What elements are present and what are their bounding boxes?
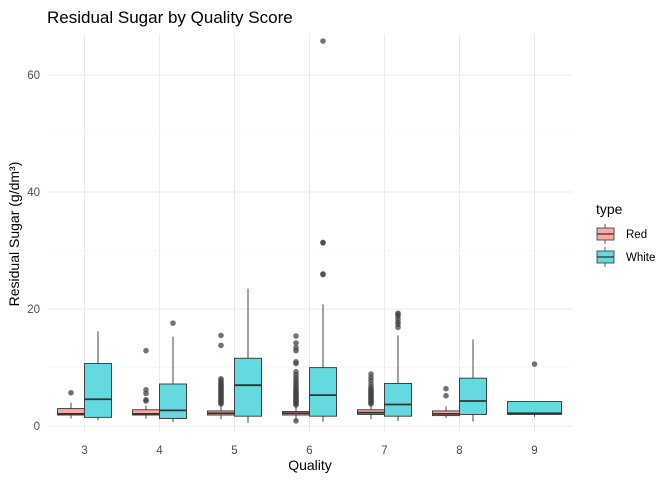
x-axis-title: Quality [288, 457, 332, 473]
box-white-q6 [309, 38, 337, 423]
outlier-point [293, 358, 299, 365]
box-red-q4 [132, 347, 160, 419]
box-iqr [84, 363, 112, 418]
outlier-point [143, 387, 149, 393]
box-red-q3 [57, 389, 85, 419]
outlier-point [293, 418, 299, 424]
outlier-point [218, 332, 224, 339]
box-iqr [507, 401, 562, 415]
y-tick-label: 60 [27, 70, 40, 82]
boxes [57, 38, 562, 424]
box-white-q9 [507, 361, 562, 417]
outlier-point [170, 320, 176, 326]
outlier-point [218, 342, 224, 349]
legend-label-red: Red [626, 229, 647, 241]
outlier-point [143, 347, 149, 354]
x-tick-label: 6 [306, 445, 312, 457]
legend-item-red: Red [596, 224, 647, 244]
x-tick-label: 4 [156, 445, 163, 457]
legend-item-white: White [596, 247, 655, 267]
outlier-point [293, 333, 299, 339]
outlier-point [143, 397, 149, 403]
y-tick-label: 0 [34, 421, 40, 433]
outlier-point [443, 385, 449, 392]
outlier-point [293, 340, 299, 346]
outlier-point [68, 389, 74, 396]
box-iqr [459, 377, 487, 415]
outlier-point [293, 368, 299, 375]
x-tick-label: 7 [381, 445, 387, 457]
x-tick-label: 3 [81, 445, 87, 457]
outlier-point [368, 371, 374, 377]
outlier-point [320, 271, 326, 277]
y-axis: 0 20 40 60 [27, 70, 40, 433]
outlier-point [293, 344, 299, 351]
box-red-q7 [357, 371, 385, 420]
box-red-q6 [282, 333, 310, 424]
box-white-q7 [384, 310, 412, 421]
x-axis: 3 4 5 6 7 8 9 [81, 445, 537, 457]
box-white-q5 [234, 288, 262, 423]
y-tick-label: 20 [27, 304, 40, 316]
chart-title: Residual Sugar by Quality Score [47, 8, 293, 27]
box-iqr [234, 357, 262, 417]
outlier-point [531, 361, 538, 367]
box-white-q4 [159, 320, 187, 423]
outlier-point [320, 239, 326, 246]
outlier-point [218, 375, 224, 382]
box-red-q8 [432, 385, 460, 418]
legend-title: type [596, 201, 623, 217]
box-iqr [159, 383, 187, 419]
box-red-q5 [207, 332, 235, 420]
y-tick-label: 40 [27, 187, 40, 199]
x-tick-label: 9 [531, 445, 537, 457]
legend-label-white: White [626, 252, 655, 264]
legend: type Red White [596, 201, 655, 267]
x-tick-label: 8 [456, 445, 462, 457]
x-tick-label: 5 [231, 445, 237, 457]
y-axis-title: Residual Sugar (g/dm³) [6, 162, 22, 307]
box-white-q8 [459, 339, 487, 422]
outlier-point [443, 392, 449, 399]
box-iqr [384, 382, 412, 417]
box-white-q3 [84, 331, 112, 421]
box-iqr [309, 367, 337, 417]
outlier-point [395, 310, 401, 316]
outlier-point [320, 38, 326, 44]
